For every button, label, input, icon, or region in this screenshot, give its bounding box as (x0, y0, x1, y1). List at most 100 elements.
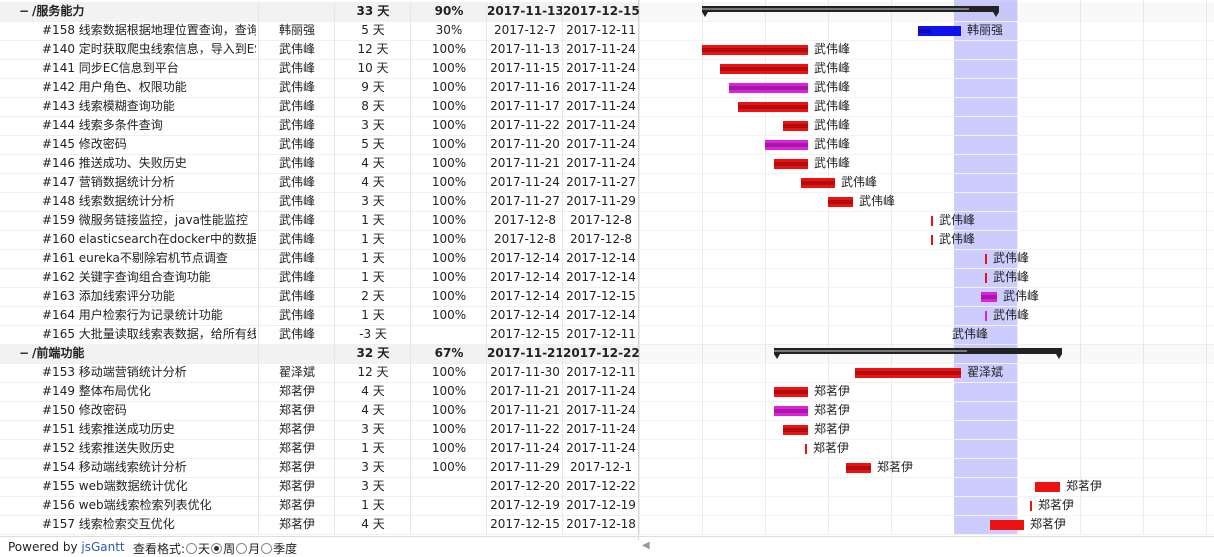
format-option-label[interactable]: 周 (223, 542, 236, 556)
task-bar[interactable] (805, 444, 807, 454)
format-radio[interactable] (236, 543, 248, 554)
task-row[interactable]: #155 web端数据统计优化 郑茗伊 3 天 2017-12-20 2017-12-2… (0, 477, 638, 497)
task-row[interactable]: #143 线索模糊查询功能 武伟峰 8 天 100% 2017-11-17 2017-11… (0, 97, 638, 117)
task-name[interactable]: #140 定时获取爬虫线索信息，导入到ES (42, 42, 256, 56)
task-name[interactable]: #165 大批量读取线索表数据，给所有线索 (42, 327, 256, 341)
task-bar[interactable] (990, 520, 1024, 530)
task-name[interactable]: #149 整体布局优化 (42, 384, 151, 398)
task-name[interactable]: #161 eureka不剔除宕机节点调查 (42, 251, 228, 265)
task-row[interactable]: #149 整体布局优化 郑茗伊 4 天 100% 2017-11-21 2017-11-2… (0, 382, 638, 402)
jsgantt-link[interactable]: jsGantt (81, 540, 125, 554)
task-row[interactable]: #147 营销数据统计分析 武伟峰 4 天 100% 2017-11-24 2017-11… (0, 173, 638, 193)
task-row[interactable]: #152 线索推送失败历史 郑茗伊 1 天 100% 2017-11-24 2017-11… (0, 439, 638, 459)
format-radio[interactable] (211, 543, 223, 554)
task-name[interactable]: #144 线索多条件查询 (42, 118, 163, 132)
task-row[interactable]: #160 elasticsearch在docker中的数据持 武伟峰 1 天 100%… (0, 230, 638, 250)
task-bar[interactable] (985, 311, 987, 321)
collapse-toggle-icon[interactable]: − (18, 4, 30, 18)
completion-cell: 100% (410, 135, 487, 154)
task-bar[interactable] (738, 102, 808, 112)
task-name[interactable]: #162 关键字查询组合查询功能 (42, 270, 211, 284)
task-bar[interactable] (931, 216, 933, 226)
task-bar[interactable] (765, 140, 808, 150)
task-row[interactable]: #144 线索多条件查询 武伟峰 3 天 100% 2017-11-22 2017-11-… (0, 116, 638, 136)
task-bar[interactable] (774, 406, 808, 416)
group-row[interactable]: −/服务能力 33 天 90% 2017-11-13 2017-12-15 (0, 2, 639, 22)
task-name[interactable]: #160 elasticsearch在docker中的数据持 (42, 232, 256, 246)
task-name[interactable]: #143 线索模糊查询功能 (42, 99, 175, 113)
task-name[interactable]: #158 线索数据根据地理位置查询，查询系 (42, 23, 256, 37)
task-bar[interactable] (985, 254, 987, 264)
group-row[interactable]: −/前端功能 32 天 67% 2017-11-21 2017-12-22 (0, 344, 639, 364)
task-name[interactable]: #156 web端线索检索列表优化 (42, 498, 212, 512)
completion-cell (410, 496, 487, 515)
task-bar[interactable] (828, 197, 853, 207)
task-row[interactable]: #164 用户检索行为记录统计功能 武伟峰 1 天 100% 2017-12-14 201… (0, 306, 638, 326)
task-name[interactable]: #152 线索推送失败历史 (42, 441, 175, 455)
task-row[interactable]: #145 修改密码 武伟峰 5 天 100% 2017-11-20 2017-11-24 (0, 135, 638, 155)
task-row[interactable]: #154 移动端线索统计分析 郑茗伊 3 天 100% 2017-11-29 2017-1… (0, 458, 638, 478)
task-bar[interactable] (855, 368, 961, 378)
scroll-left-icon[interactable]: ◀ (642, 540, 650, 551)
collapse-toggle-icon[interactable]: − (18, 346, 30, 360)
task-bar[interactable] (1030, 501, 1032, 511)
task-row[interactable]: #148 线索数据统计分析 武伟峰 3 天 100% 2017-11-27 2017-11… (0, 192, 638, 212)
task-bar[interactable] (783, 425, 808, 435)
format-option-label[interactable]: 季度 (273, 542, 298, 556)
format-radio[interactable] (261, 543, 273, 554)
task-bar[interactable] (720, 64, 808, 74)
chart-row: 武伟峰 (639, 40, 1214, 60)
task-name[interactable]: #157 线索检索交互优化 (42, 517, 175, 531)
task-bar[interactable] (702, 45, 808, 55)
format-radio[interactable] (186, 543, 198, 554)
task-name[interactable]: #145 修改密码 (42, 137, 127, 151)
task-name[interactable]: #153 移动端营销统计分析 (42, 365, 187, 379)
task-row[interactable]: #151 线索推送成功历史 郑茗伊 3 天 100% 2017-11-22 2017-11… (0, 420, 638, 440)
task-name[interactable]: #150 修改密码 (42, 403, 127, 417)
task-row[interactable]: #153 移动端营销统计分析 翟泽斌 12 天 100% 2017-11-30 2017-… (0, 363, 638, 383)
task-bar[interactable] (981, 292, 997, 302)
task-name[interactable]: #164 用户检索行为记录统计功能 (42, 308, 223, 322)
week-gridline (639, 0, 640, 535)
task-bar[interactable] (1035, 482, 1060, 492)
task-name[interactable]: #141 同步EC信息到平台 (42, 61, 179, 75)
task-name[interactable]: #151 线索推送成功历史 (42, 422, 175, 436)
task-name[interactable]: #163 添加线索评分功能 (42, 289, 175, 303)
task-bar[interactable] (774, 387, 808, 397)
task-row[interactable]: #163 添加线索评分功能 武伟峰 2 天 100% 2017-12-14 2017-12… (0, 287, 638, 307)
group-summary-bar[interactable] (774, 348, 1062, 359)
task-bar[interactable] (783, 121, 808, 131)
task-bar[interactable] (931, 235, 933, 245)
task-row[interactable]: #150 修改密码 郑茗伊 4 天 100% 2017-11-21 2017-11-24 (0, 401, 638, 421)
task-name[interactable]: #142 用户角色、权限功能 (42, 80, 187, 94)
task-bar[interactable] (985, 273, 987, 283)
task-name[interactable]: #159 微服务链接监控，java性能监控 (42, 213, 248, 227)
task-row[interactable]: #158 线索数据根据地理位置查询，查询系 韩丽强 5 天 30% 2017-12-7 2… (0, 21, 638, 41)
format-option-label[interactable]: 天 (198, 542, 211, 556)
task-name[interactable]: #147 营销数据统计分析 (42, 175, 175, 189)
task-row[interactable]: #157 线索检索交互优化 郑茗伊 4 天 2017-12-15 2017-12-18 (0, 515, 638, 535)
completion-cell: 100% (410, 401, 487, 420)
task-name[interactable]: #146 推送成功、失败历史 (42, 156, 187, 170)
task-bar[interactable] (729, 83, 808, 93)
task-name[interactable]: #148 线索数据统计分析 (42, 194, 175, 208)
task-row[interactable]: #141 同步EC信息到平台 武伟峰 10 天 100% 2017-11-15 2017-… (0, 59, 638, 79)
task-row[interactable]: #161 eureka不剔除宕机节点调查 武伟峰 1 天 100% 2017-12-14… (0, 249, 638, 269)
task-row[interactable]: #156 web端线索检索列表优化 郑茗伊 1 天 2017-12-19 2017-12… (0, 496, 638, 516)
group-summary-bar[interactable] (702, 6, 999, 17)
task-row[interactable]: #159 微服务链接监控，java性能监控 武伟峰 1 天 100% 2017-12-8… (0, 211, 638, 231)
task-name[interactable]: #155 web端数据统计优化 (42, 479, 188, 493)
task-row[interactable]: #146 推送成功、失败历史 武伟峰 4 天 100% 2017-11-21 2017-1… (0, 154, 638, 174)
task-row[interactable]: #165 大批量读取线索表数据，给所有线索 武伟峰 -3 天 2017-12-15 20… (0, 325, 638, 345)
task-row[interactable]: #140 定时获取爬虫线索信息，导入到ES 武伟峰 12 天 100% 2017-11-… (0, 40, 638, 60)
bar-resource-label: 郑茗伊 (1030, 517, 1067, 531)
task-bar[interactable] (846, 463, 871, 473)
task-row[interactable]: #142 用户角色、权限功能 武伟峰 9 天 100% 2017-11-16 2017-1… (0, 78, 638, 98)
task-name[interactable]: #154 移动端线索统计分析 (42, 460, 187, 474)
task-bar[interactable] (774, 159, 808, 169)
task-row[interactable]: #162 关键字查询组合查询功能 武伟峰 1 天 100% 2017-12-14 2017… (0, 268, 638, 288)
task-name-cell: −/前端功能 (0, 344, 258, 363)
task-bar[interactable] (918, 26, 961, 36)
task-bar[interactable] (801, 178, 835, 188)
format-option-label[interactable]: 月 (248, 542, 261, 556)
